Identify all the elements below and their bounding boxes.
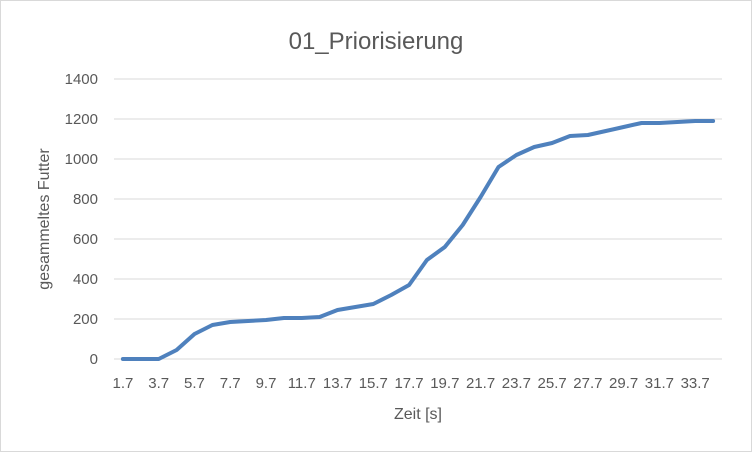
data-point (568, 134, 572, 138)
data-point (389, 293, 393, 297)
gridlines (114, 78, 722, 360)
x-tick-label: 7.7 (220, 375, 241, 392)
data-point (264, 318, 268, 322)
data-point (121, 357, 125, 361)
data-point (139, 357, 143, 361)
data-point (210, 323, 214, 327)
x-tick-label: 31.7 (645, 375, 674, 392)
x-tick-label: 11.7 (288, 375, 316, 392)
data-point (675, 120, 679, 124)
series-line (120, 119, 716, 361)
x-tick-label: 5.7 (184, 375, 205, 392)
x-tick-label: 17.7 (394, 375, 423, 392)
x-tick-label: 15.7 (359, 375, 388, 392)
data-point (175, 348, 179, 352)
chart-title: 01_Priorisierung (289, 28, 464, 55)
y-tick-label: 600 (73, 231, 98, 248)
data-point (246, 319, 250, 323)
x-tick-label: 33.7 (681, 375, 710, 392)
y-tick-label: 400 (73, 271, 98, 288)
y-tick-label: 1400 (65, 71, 98, 88)
data-point (657, 121, 661, 125)
x-tick-label: 13.7 (323, 375, 352, 392)
x-tick-label: 27.7 (573, 375, 602, 392)
y-tick-label: 800 (73, 191, 98, 208)
data-point (425, 258, 429, 262)
series-group (120, 119, 716, 361)
data-point (622, 125, 626, 129)
data-point (604, 129, 608, 133)
y-axis-ticks: 0 200 400 600 800 1000 1200 1400 (65, 71, 98, 368)
data-point (318, 315, 322, 319)
data-point (496, 165, 500, 169)
data-point (300, 316, 304, 320)
x-tick-label: 25.7 (538, 375, 567, 392)
x-tick-label: 23.7 (502, 375, 531, 392)
x-axis-title: Zeit [s] (394, 406, 442, 423)
data-point (479, 195, 483, 199)
x-tick-label: 29.7 (609, 375, 638, 392)
x-tick-label: 19.7 (430, 375, 459, 392)
data-point (711, 119, 715, 123)
y-axis-title: gesammeltes Futter (36, 148, 53, 290)
x-tick-label: 21.7 (466, 375, 495, 392)
data-point (693, 119, 697, 123)
y-tick-label: 1000 (65, 151, 98, 168)
y-tick-label: 200 (73, 311, 98, 328)
data-point (157, 357, 161, 361)
data-point (192, 332, 196, 336)
x-tick-label: 3.7 (148, 375, 169, 392)
data-point (228, 320, 232, 324)
y-tick-label: 1200 (65, 111, 98, 128)
data-point (550, 141, 554, 145)
x-axis-ticks: 1.7 3.7 5.7 7.7 9.7 11.7 13.7 15.7 17.7 19.7 21.7 2… (113, 375, 710, 392)
data-point (586, 133, 590, 137)
data-point (514, 153, 518, 157)
data-point (353, 305, 357, 309)
data-point (532, 145, 536, 149)
data-point (461, 223, 465, 227)
y-tick-label: 0 (90, 351, 98, 368)
data-point (640, 121, 644, 125)
data-point (282, 316, 286, 320)
data-point (407, 283, 411, 287)
data-point (443, 245, 447, 249)
data-point (371, 302, 375, 306)
x-tick-label: 9.7 (256, 375, 277, 392)
data-point (336, 308, 340, 312)
x-tick-label: 1.7 (113, 375, 134, 392)
